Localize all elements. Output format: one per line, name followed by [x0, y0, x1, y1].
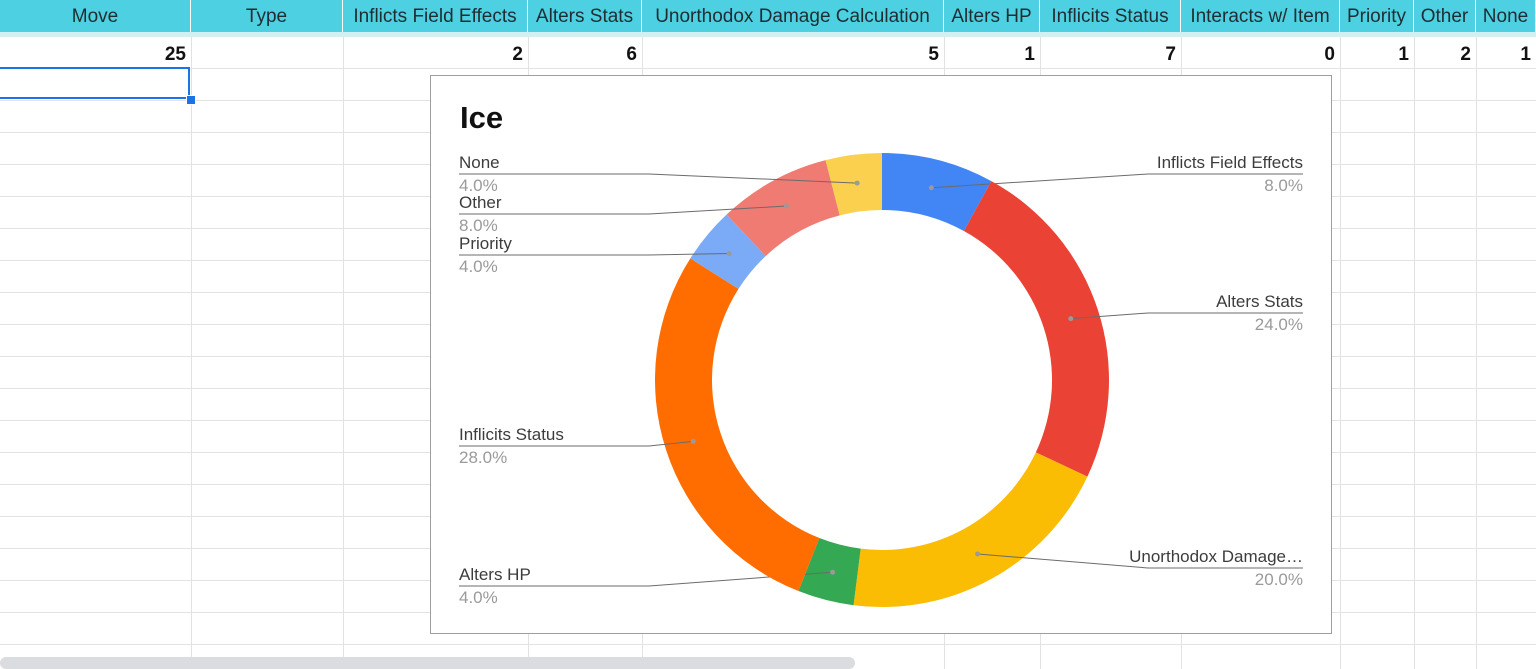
chart-title: Ice [460, 100, 504, 135]
leader-dot [783, 203, 789, 209]
cell-unorthodox-damage[interactable]: 5 [928, 44, 939, 65]
horizontal-scrollbar[interactable] [0, 657, 855, 669]
cell-none[interactable]: 1 [1520, 44, 1531, 65]
cell-alters-hp[interactable]: 1 [1024, 44, 1035, 65]
slice-label: Inflicts Field Effects [1157, 153, 1303, 172]
cell-type[interactable] [191, 38, 343, 68]
slice-percent: 8.0% [459, 216, 498, 235]
leader-line [459, 173, 858, 184]
chart-container[interactable]: Ice Inflicts Field Effects 8.0% Alters Sta… [430, 75, 1332, 634]
column-header-alters-stats[interactable]: Alters Stats [528, 0, 642, 32]
slice-percent: 4.0% [459, 257, 498, 276]
grid-line [1340, 0, 1341, 669]
leader-line [1070, 312, 1303, 320]
slice-percent: 20.0% [1255, 570, 1303, 589]
leader-dot [726, 250, 732, 256]
slice-inflicts-field-effects[interactable] [882, 153, 992, 232]
column-header-inflicits-status[interactable]: Inflicits Status [1040, 0, 1181, 32]
slice-unorthodox-damage-calculation[interactable] [853, 452, 1088, 607]
slice-label: None [459, 153, 500, 172]
slice-other[interactable] [726, 160, 840, 257]
column-header-unorthodox-damage[interactable]: Unorthodox Damage Calculation [642, 0, 944, 32]
fill-handle[interactable] [186, 95, 196, 105]
column-header-other[interactable]: Other [1414, 0, 1476, 32]
grid-line [191, 0, 192, 669]
column-header-priority[interactable]: Priority [1340, 0, 1414, 32]
slice-label: Other [459, 193, 502, 212]
column-header-alters-hp[interactable]: Alters HP [944, 0, 1040, 32]
grid-line [0, 644, 1536, 645]
leader-line [977, 553, 1303, 569]
leader-line [931, 173, 1303, 189]
slice-percent: 4.0% [459, 176, 498, 195]
cell-interacts-item[interactable]: 0 [1324, 44, 1335, 65]
slice-percent: 28.0% [459, 448, 507, 467]
leader-dot [690, 438, 696, 444]
slice-inflicits-status[interactable] [655, 258, 820, 592]
leader-dot [928, 185, 934, 191]
header-row: Move Type Inflicts Field Effects Alters … [0, 0, 1536, 32]
leader-dot [975, 551, 981, 557]
slice-percent: 24.0% [1255, 315, 1303, 334]
slice-label: Alters Stats [1216, 292, 1303, 311]
leader-dot [1068, 316, 1074, 322]
slice-percent: 4.0% [459, 588, 498, 607]
selected-cell[interactable] [0, 67, 190, 99]
cell-other[interactable]: 2 [1460, 44, 1471, 65]
slice-alters-hp[interactable] [798, 538, 861, 606]
slice-none[interactable] [825, 153, 882, 216]
column-header-none[interactable]: None [1476, 0, 1536, 32]
slice-label: Priority [459, 234, 512, 253]
grid-line [1476, 0, 1477, 669]
leader-line [459, 252, 730, 256]
column-header-inflicts-field-effects[interactable]: Inflicts Field Effects [343, 0, 528, 32]
grid-line [0, 68, 1536, 69]
column-header-type[interactable]: Type [191, 0, 343, 32]
header-border [0, 32, 1536, 37]
leader-line [459, 205, 787, 215]
donut-chart: Inflicts Field Effects 8.0% Alters Stats 24… [459, 153, 1303, 607]
column-header-move[interactable]: Move [0, 0, 191, 32]
cell-priority[interactable]: 1 [1398, 44, 1409, 65]
cell-move-total[interactable]: 25 [164, 44, 186, 65]
column-header-interacts-item[interactable]: Interacts w/ Item [1181, 0, 1340, 32]
slice-label: Unorthodox Damage… [1129, 547, 1303, 566]
cell-inflicts-field-effects[interactable]: 2 [512, 44, 523, 65]
leader-dot [830, 569, 836, 575]
leader-dot [854, 180, 860, 186]
slice-label: Alters HP [459, 565, 531, 584]
slice-label: Inflicits Status [459, 425, 564, 444]
slice-alters-stats[interactable] [963, 181, 1109, 477]
cell-alters-stats[interactable]: 6 [626, 44, 637, 65]
grid-line [343, 0, 344, 669]
cell-inflicits-status[interactable]: 7 [1165, 44, 1176, 65]
leader-line [459, 440, 694, 447]
grid-line [1414, 0, 1415, 669]
slice-percent: 8.0% [1264, 176, 1303, 195]
